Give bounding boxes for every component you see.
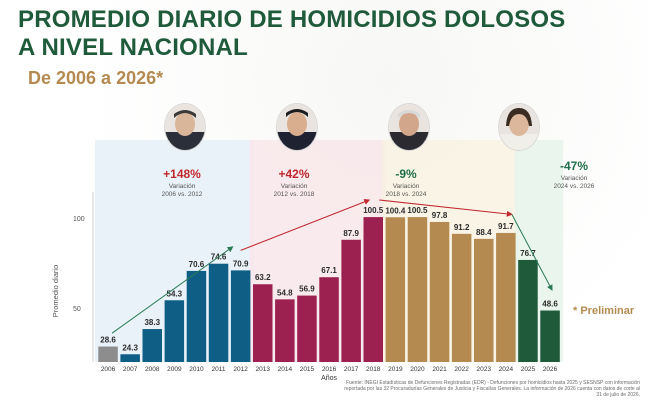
x-tick-label: 2017 — [344, 366, 359, 373]
data-label-2022: 91.2 — [454, 223, 470, 232]
data-label-2026: 48.6 — [542, 300, 558, 309]
x-tick-label: 2026 — [543, 366, 558, 373]
bar-2020 — [407, 217, 428, 362]
variation-label-3: Variación — [393, 183, 420, 190]
data-label-2007: 24.3 — [122, 343, 138, 352]
variation-percent-3: -9% — [395, 167, 417, 181]
variation-percent-2: +42% — [278, 167, 309, 181]
avatar-president-2 — [277, 104, 317, 150]
x-axis-title: Años — [321, 375, 337, 382]
source-note: Fuente: INEGI Estadísticas de Defuncione… — [344, 380, 640, 398]
avatar-president-3 — [389, 104, 429, 150]
x-tick-label: 2007 — [123, 366, 138, 373]
x-tick-label: 2013 — [256, 366, 271, 373]
data-label-2012: 70.9 — [233, 259, 249, 268]
x-tick-label: 2006 — [101, 366, 116, 373]
preliminar-note: * Preliminar — [573, 305, 635, 317]
x-tick-label: 2016 — [322, 366, 337, 373]
bar-2011 — [208, 263, 229, 362]
bar-2006 — [98, 346, 118, 362]
arrow-2024-2026 — [511, 214, 553, 291]
bar-2022 — [451, 233, 472, 362]
bar-2018 — [363, 217, 383, 362]
data-label-2008: 38.3 — [144, 318, 160, 327]
x-tick-label: 2008 — [145, 366, 160, 373]
x-tick-label: 2014 — [278, 366, 293, 373]
data-label-2009: 54.3 — [167, 289, 183, 298]
arrow-2012-2018 — [240, 199, 371, 251]
variation-percent-1: +148% — [163, 167, 201, 181]
portrait-icon — [277, 104, 317, 150]
y-axis-title: Promedio diario — [51, 265, 60, 318]
bar-2012 — [230, 270, 251, 362]
bar-2016 — [319, 277, 339, 362]
data-label-2024: 91.7 — [498, 222, 514, 231]
data-label-2018: 100.5 — [363, 206, 384, 215]
bar-2009 — [164, 300, 185, 362]
x-tick-label: 2018 — [366, 366, 381, 373]
portrait-icon — [165, 104, 205, 150]
arrow-2018-2024 — [379, 199, 513, 217]
x-tick-label: 2015 — [300, 366, 315, 373]
variation-range-1: 2006 vs. 2012 — [162, 191, 203, 198]
bar-2008 — [142, 329, 162, 362]
variation-label-2: Variación — [281, 183, 308, 190]
bar-2023 — [474, 238, 494, 362]
variation-range-4: 2024 vs. 2026 — [554, 183, 595, 190]
portrait-icon — [389, 104, 429, 150]
variation-label-1: Variación — [169, 183, 196, 190]
x-tick-label: 2025 — [521, 366, 536, 373]
x-tick-label: 2021 — [432, 366, 447, 373]
variation-range-2: 2012 vs. 2018 — [274, 191, 315, 198]
x-tick-label: 2022 — [454, 366, 469, 373]
data-label-2017: 87.9 — [343, 229, 359, 238]
bar-2014 — [275, 299, 295, 362]
data-label-2025: 76.7 — [520, 249, 536, 258]
data-label-2006: 28.6 — [100, 336, 116, 345]
bar-2019 — [385, 217, 406, 362]
y-tick-label: 50 — [73, 306, 81, 313]
data-label-2015: 56.9 — [299, 285, 315, 294]
bar-2017 — [341, 239, 361, 362]
avatar-president-1 — [165, 104, 205, 150]
portrait-icon — [499, 104, 539, 150]
bar-2013 — [253, 284, 273, 362]
variation-range-3: 2018 vs. 2024 — [386, 191, 427, 198]
chart-subtitle: De 2006 a 2026* — [28, 68, 164, 88]
y-tick-label: 100 — [73, 216, 85, 223]
bar-2024 — [496, 232, 516, 362]
data-label-2013: 63.2 — [255, 273, 271, 282]
x-tick-label: 2020 — [410, 366, 425, 373]
data-label-2021: 97.8 — [432, 211, 448, 220]
x-tick-label: 2010 — [189, 366, 204, 373]
bar-2025 — [518, 259, 538, 362]
bar-2026 — [540, 310, 560, 362]
variation-label-4: Variación — [561, 175, 588, 182]
x-tick-label: 2011 — [212, 366, 226, 373]
x-tick-label: 2009 — [167, 366, 182, 373]
data-label-2014: 54.8 — [277, 288, 293, 297]
arrow-2006-2012 — [111, 246, 234, 334]
chart-title: PROMEDIO DIARIO DE HOMICIDIOS DOLOSOS A … — [18, 6, 566, 61]
bar-2007 — [120, 354, 140, 362]
data-label-2023: 88.4 — [476, 228, 492, 237]
x-tick-label: 2019 — [388, 366, 403, 373]
x-tick-label: 2023 — [477, 366, 492, 373]
x-tick-label: 2024 — [499, 366, 514, 373]
data-label-2010: 70.6 — [189, 260, 205, 269]
data-label-2019: 100.4 — [385, 206, 406, 215]
bar-2021 — [429, 221, 450, 362]
data-label-2016: 67.1 — [321, 266, 337, 275]
x-tick-label: 2012 — [233, 366, 248, 373]
bar-2015 — [297, 295, 317, 362]
variation-percent-4: -47% — [560, 159, 588, 173]
avatar-president-4 — [499, 104, 539, 150]
data-label-2020: 100.5 — [407, 206, 428, 215]
bar-2010 — [186, 270, 207, 362]
